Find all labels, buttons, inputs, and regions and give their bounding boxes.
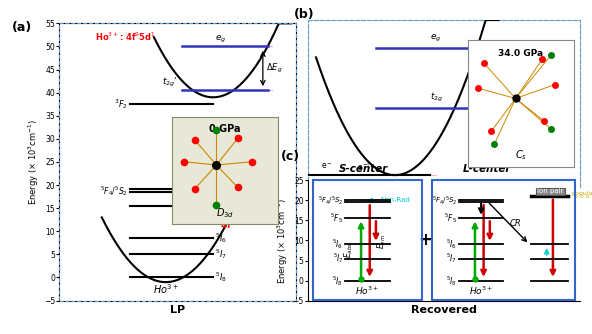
Text: $^5F_4/^5S_2$: $^5F_4/^5S_2$ xyxy=(432,195,458,207)
Text: $^5I_7$: $^5I_7$ xyxy=(446,252,458,266)
Text: Ion pair: Ion pair xyxy=(537,188,564,194)
Text: L-center: L-center xyxy=(463,164,511,174)
Text: Ho$^{3+}$: Ho$^{3+}$ xyxy=(153,282,179,296)
Text: $^3F_2$: $^3F_2$ xyxy=(114,97,128,111)
Text: 4f$^{10}$: 4f$^{10}$ xyxy=(220,218,240,231)
Text: e$^-$: e$^-$ xyxy=(321,162,333,171)
Text: (a): (a) xyxy=(12,21,32,34)
Text: (b): (b) xyxy=(294,8,315,21)
Text: $^5F_5$: $^5F_5$ xyxy=(215,199,230,213)
Bar xyxy=(432,180,575,300)
Text: $^5F_5$: $^5F_5$ xyxy=(445,211,458,225)
Text: (c): (c) xyxy=(281,150,300,163)
Text: $E_{em}$: $E_{em}$ xyxy=(375,234,388,249)
Text: $^5I_6$: $^5I_6$ xyxy=(332,237,343,252)
X-axis label: LP: LP xyxy=(170,305,185,315)
Bar xyxy=(59,23,296,301)
Text: Ho$^{3+}$: 4f$^9$5d$^1$: Ho$^{3+}$: 4f$^9$5d$^1$ xyxy=(95,31,156,43)
Text: $\Delta E_g$: $\Delta E_g$ xyxy=(266,62,283,75)
Text: $t_{2g}$': $t_{2g}$' xyxy=(162,75,178,89)
Text: $^5F_4/^5S_2$: $^5F_4/^5S_2$ xyxy=(318,195,343,207)
X-axis label: Recovered: Recovered xyxy=(411,305,477,315)
Text: $^5I_6$: $^5I_6$ xyxy=(446,237,458,252)
Text: $^5I_6$: $^5I_6$ xyxy=(215,231,227,245)
Text: $e_g$: $e_g$ xyxy=(430,33,442,44)
Text: $_{}$e$^{-}$': $_{}$e$^{-}$' xyxy=(357,162,370,171)
Y-axis label: Energy (× 10$^3$cm$^{-1}$): Energy (× 10$^3$cm$^{-1}$) xyxy=(27,119,41,205)
Text: Ho$^{3+}$: Ho$^{3+}$ xyxy=(469,284,493,297)
Text: populated: populated xyxy=(571,191,592,196)
Text: Ho$^{3+}$: Ho$^{3+}$ xyxy=(355,284,379,297)
Text: $t_{2g}$: $t_{2g}$ xyxy=(430,91,444,104)
FancyBboxPatch shape xyxy=(536,188,565,195)
Text: S-center: S-center xyxy=(339,164,388,174)
Text: $^5F_4/^5S_2$: $^5F_4/^5S_2$ xyxy=(100,184,128,198)
Text: $C_s$: $C_s$ xyxy=(515,148,527,162)
Bar xyxy=(313,180,422,300)
Text: 0 GPa: 0 GPa xyxy=(209,124,241,134)
Text: $^5I_8$: $^5I_8$ xyxy=(333,274,343,288)
Text: $^5I_7$: $^5I_7$ xyxy=(215,247,227,261)
Y-axis label: Energy (× 10$^3$cm$^{-1}$): Energy (× 10$^3$cm$^{-1}$) xyxy=(275,197,289,284)
Text: CR: CR xyxy=(510,219,522,228)
Text: Non-Rad: Non-Rad xyxy=(381,197,411,203)
Text: +: + xyxy=(419,231,432,249)
Text: $E_{abs}$: $E_{abs}$ xyxy=(342,241,355,258)
Text: $^5F_5$: $^5F_5$ xyxy=(330,211,343,225)
Text: o o o o: o o o o xyxy=(574,194,592,199)
Text: $\Delta E_g$: $\Delta E_g$ xyxy=(503,69,519,82)
Text: 34.0 GPa: 34.0 GPa xyxy=(498,49,543,58)
Text: $^5I_8$: $^5I_8$ xyxy=(215,271,227,285)
Text: $e_g$: $e_g$ xyxy=(214,33,226,45)
Text: $^5I_7$: $^5I_7$ xyxy=(333,252,343,266)
X-axis label: HP: HP xyxy=(435,190,453,200)
Text: $^5I_8$: $^5I_8$ xyxy=(446,274,458,288)
Text: $D_{3d}$: $D_{3d}$ xyxy=(216,206,234,219)
